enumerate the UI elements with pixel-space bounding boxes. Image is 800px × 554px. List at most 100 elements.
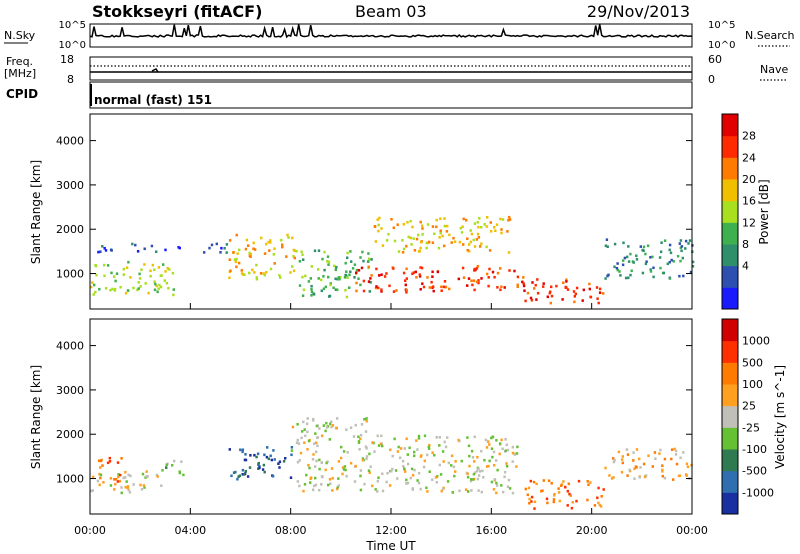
data-cell [495,223,499,226]
data-cell [639,245,642,248]
data-cell [545,497,549,501]
data-cell [477,225,480,229]
colorbar-swatch [722,470,738,493]
data-cell [303,441,306,444]
data-cell [129,474,132,478]
data-cell [515,452,519,455]
data-cell [343,465,347,468]
data-cell [284,457,287,460]
data-cell [322,287,326,291]
data-cell [223,247,226,250]
data-cell [457,277,460,281]
data-cell [487,440,490,443]
data-cell [550,482,553,485]
data-cell [528,497,531,501]
data-cell [272,449,275,452]
data-cell [145,470,148,473]
data-cell [381,244,385,247]
data-cell [402,271,406,275]
data-cell [376,490,379,493]
data-cell [651,465,654,468]
data-cell [476,477,480,481]
colorbar-tick-label: 8 [742,238,749,251]
data-cell [691,265,695,268]
data-cell [686,465,690,469]
data-cell [391,454,394,458]
data-cell [588,282,591,286]
data-cell [496,468,499,472]
data-cell [535,298,538,301]
data-cell [688,239,692,242]
data-cell [674,453,678,456]
data-cell [301,430,304,433]
data-cell [428,470,431,473]
data-cell [426,453,429,457]
data-cell [267,457,270,461]
data-cell [480,277,483,280]
data-cell [285,255,288,258]
data-cell [552,500,555,504]
data-cell [427,447,431,450]
data-cell [477,281,480,285]
data-cell [90,285,93,289]
data-cell [506,448,510,452]
data-cell [355,289,358,293]
data-cell [457,438,460,442]
data-cell [439,229,442,233]
data-cell [137,281,140,284]
data-cell [247,244,250,247]
data-cell [574,292,577,296]
data-cell [401,251,405,254]
data-cell [477,489,480,492]
data-cell [269,241,272,244]
data-cell [337,460,341,463]
colorbar-tick-label: 20 [742,173,756,186]
data-cell [369,277,372,280]
data-cell [451,491,455,494]
data-cell [306,430,309,434]
data-cell [620,458,624,461]
data-cell [485,446,489,449]
data-cell [613,459,616,462]
data-cell [419,288,422,291]
data-cell [409,476,412,480]
data-cell [306,417,309,420]
data-cell [492,488,496,491]
data-cell [297,442,301,445]
data-cell [491,455,494,459]
data-cell [498,452,501,456]
data-cell [97,459,101,463]
data-cell [339,276,342,279]
data-cell [511,445,514,449]
data-cell [467,490,470,493]
data-cell [413,454,416,458]
data-cell [581,299,584,302]
data-cell [435,225,438,229]
colorbar-tick-label: -100 [742,443,767,456]
data-cell [287,236,290,239]
data-cell [302,489,305,493]
data-cell [668,243,672,247]
data-cell [442,460,445,463]
data-cell [430,280,433,284]
data-cell [368,257,371,261]
x-tick-label: 04:00 [174,524,206,537]
data-cell [159,285,163,289]
data-cell [143,247,146,251]
data-cell [421,233,424,236]
data-cell [635,254,638,258]
data-cell [395,289,398,292]
data-cell [94,264,97,267]
data-cell [345,295,349,299]
data-cell [313,484,316,488]
data-cell [359,433,363,437]
data-cell [392,290,396,293]
data-cell [413,468,416,472]
nave-tick-low: 0 [708,73,715,86]
data-cell [586,498,589,502]
data-cell [359,437,362,441]
data-cell [506,464,509,468]
data-cell [561,298,564,301]
data-cell [572,290,576,293]
data-cell [624,276,628,280]
